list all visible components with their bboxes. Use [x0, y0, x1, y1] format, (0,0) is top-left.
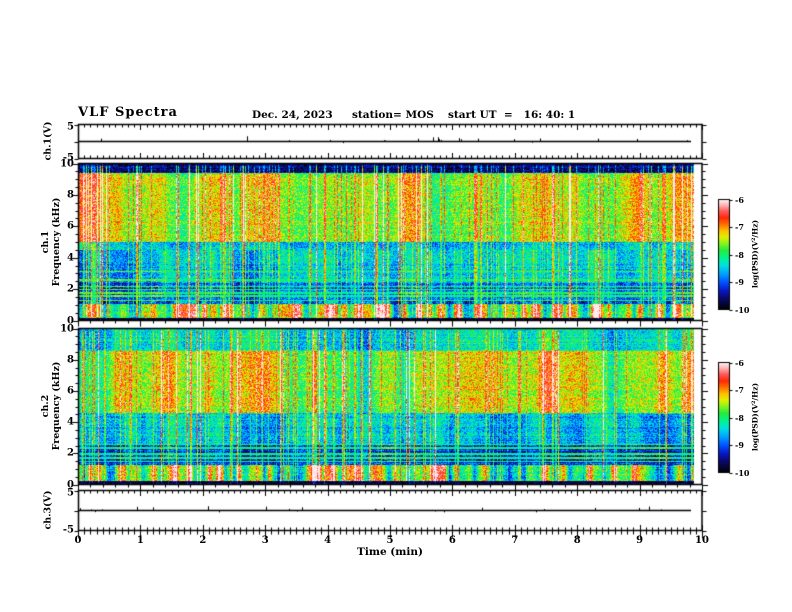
x-tick-label: 3	[261, 535, 269, 546]
ch1-channel-label: ch.1	[40, 230, 51, 254]
x-tick-label: 6	[448, 535, 456, 546]
ch2-spectrogram-y-tick-label: 4	[67, 416, 74, 428]
ch2-channel-label: ch.2	[40, 394, 51, 418]
x-tick-label: 2	[199, 535, 207, 546]
x-tick-label: 8	[573, 535, 581, 546]
ch1-voltage-y-tick-label: -5	[62, 152, 74, 163]
start-ut-label: start UT = 16: 40: 1	[448, 109, 576, 121]
x-tick-label: 0	[74, 535, 82, 546]
x-axis-title: Time (min)	[357, 546, 423, 558]
ch1-spectrogram-y-tick-label: 10	[60, 158, 74, 169]
x-tick-label: 4	[324, 535, 332, 546]
ch1-spectrogram-y-tick-label: 4	[67, 252, 74, 264]
ch2-spectrogram-ylabel: ch.2 Frequency (kHz)	[40, 362, 62, 451]
colorbar-ch1-tick-label: -6	[735, 194, 744, 205]
colorbar-ch1-tick-label: -10	[735, 304, 750, 315]
ch2-frequency-axis-label: Frequency (kHz)	[51, 361, 62, 451]
colorbar-ch2-tick-label: -10	[735, 467, 750, 478]
ch2-spectrogram-y-tick-label: 10	[60, 323, 74, 334]
x-tick-label: 7	[511, 535, 519, 546]
colorbar-ch2-tick-label: -9	[735, 440, 744, 450]
station-label: station= MOS	[352, 109, 434, 121]
x-tick-label: 9	[636, 535, 644, 546]
colorbar-title-ch2: log(PSD)(V²/Hz)	[750, 382, 760, 452]
colorbar-ch2-tick-label: -8	[735, 412, 744, 423]
ch2-spectrogram-y-tick-label: 6	[67, 385, 74, 397]
ch1-spectrogram-y-tick-label: 0	[67, 315, 74, 326]
ch3-voltage-ylabel: ch.3(V)	[42, 490, 54, 530]
ch2-spectrogram-y-tick-label: 8	[67, 354, 74, 366]
ch3-voltage-y-tick-label: -5	[62, 524, 74, 535]
figure-date: Dec. 24, 2023	[252, 109, 333, 121]
ch1-frequency-axis-label: Frequency (kHz)	[51, 197, 62, 287]
ch1-spectrogram-y-tick-label: 6	[67, 220, 74, 232]
ch2-spectrogram-y-tick-label: 2	[67, 447, 74, 459]
ch1-spectrogram-y-tick-label: 2	[67, 283, 74, 295]
ch1-voltage-ylabel: ch.1(V)	[42, 121, 54, 161]
colorbar-ch2-tick-label: -6	[735, 357, 744, 368]
x-tick-label: 1	[136, 535, 144, 546]
x-tick-label: 5	[386, 535, 394, 546]
colorbar-ch1-tick-label: -9	[735, 277, 744, 287]
ch2-spectrogram-y-tick-label: 0	[67, 479, 74, 490]
ch1-spectrogram-ylabel: ch.1 Frequency (kHz)	[40, 198, 62, 287]
ch1-voltage-y-tick-label: 5	[67, 121, 74, 132]
colorbar-ch1-tick-label: -7	[735, 222, 744, 232]
colorbar-title-ch1: log(PSD)(V²/Hz)	[750, 219, 760, 289]
figure-title: VLF Spectra	[78, 105, 178, 120]
colorbar-ch2-tick-label: -7	[735, 385, 744, 395]
colorbar-ch1-tick-label: -8	[735, 249, 744, 260]
x-tick-label: 10	[695, 535, 709, 546]
ch3-voltage-y-tick-label: 5	[67, 487, 74, 498]
ch1-spectrogram-y-tick-label: 8	[67, 189, 74, 201]
